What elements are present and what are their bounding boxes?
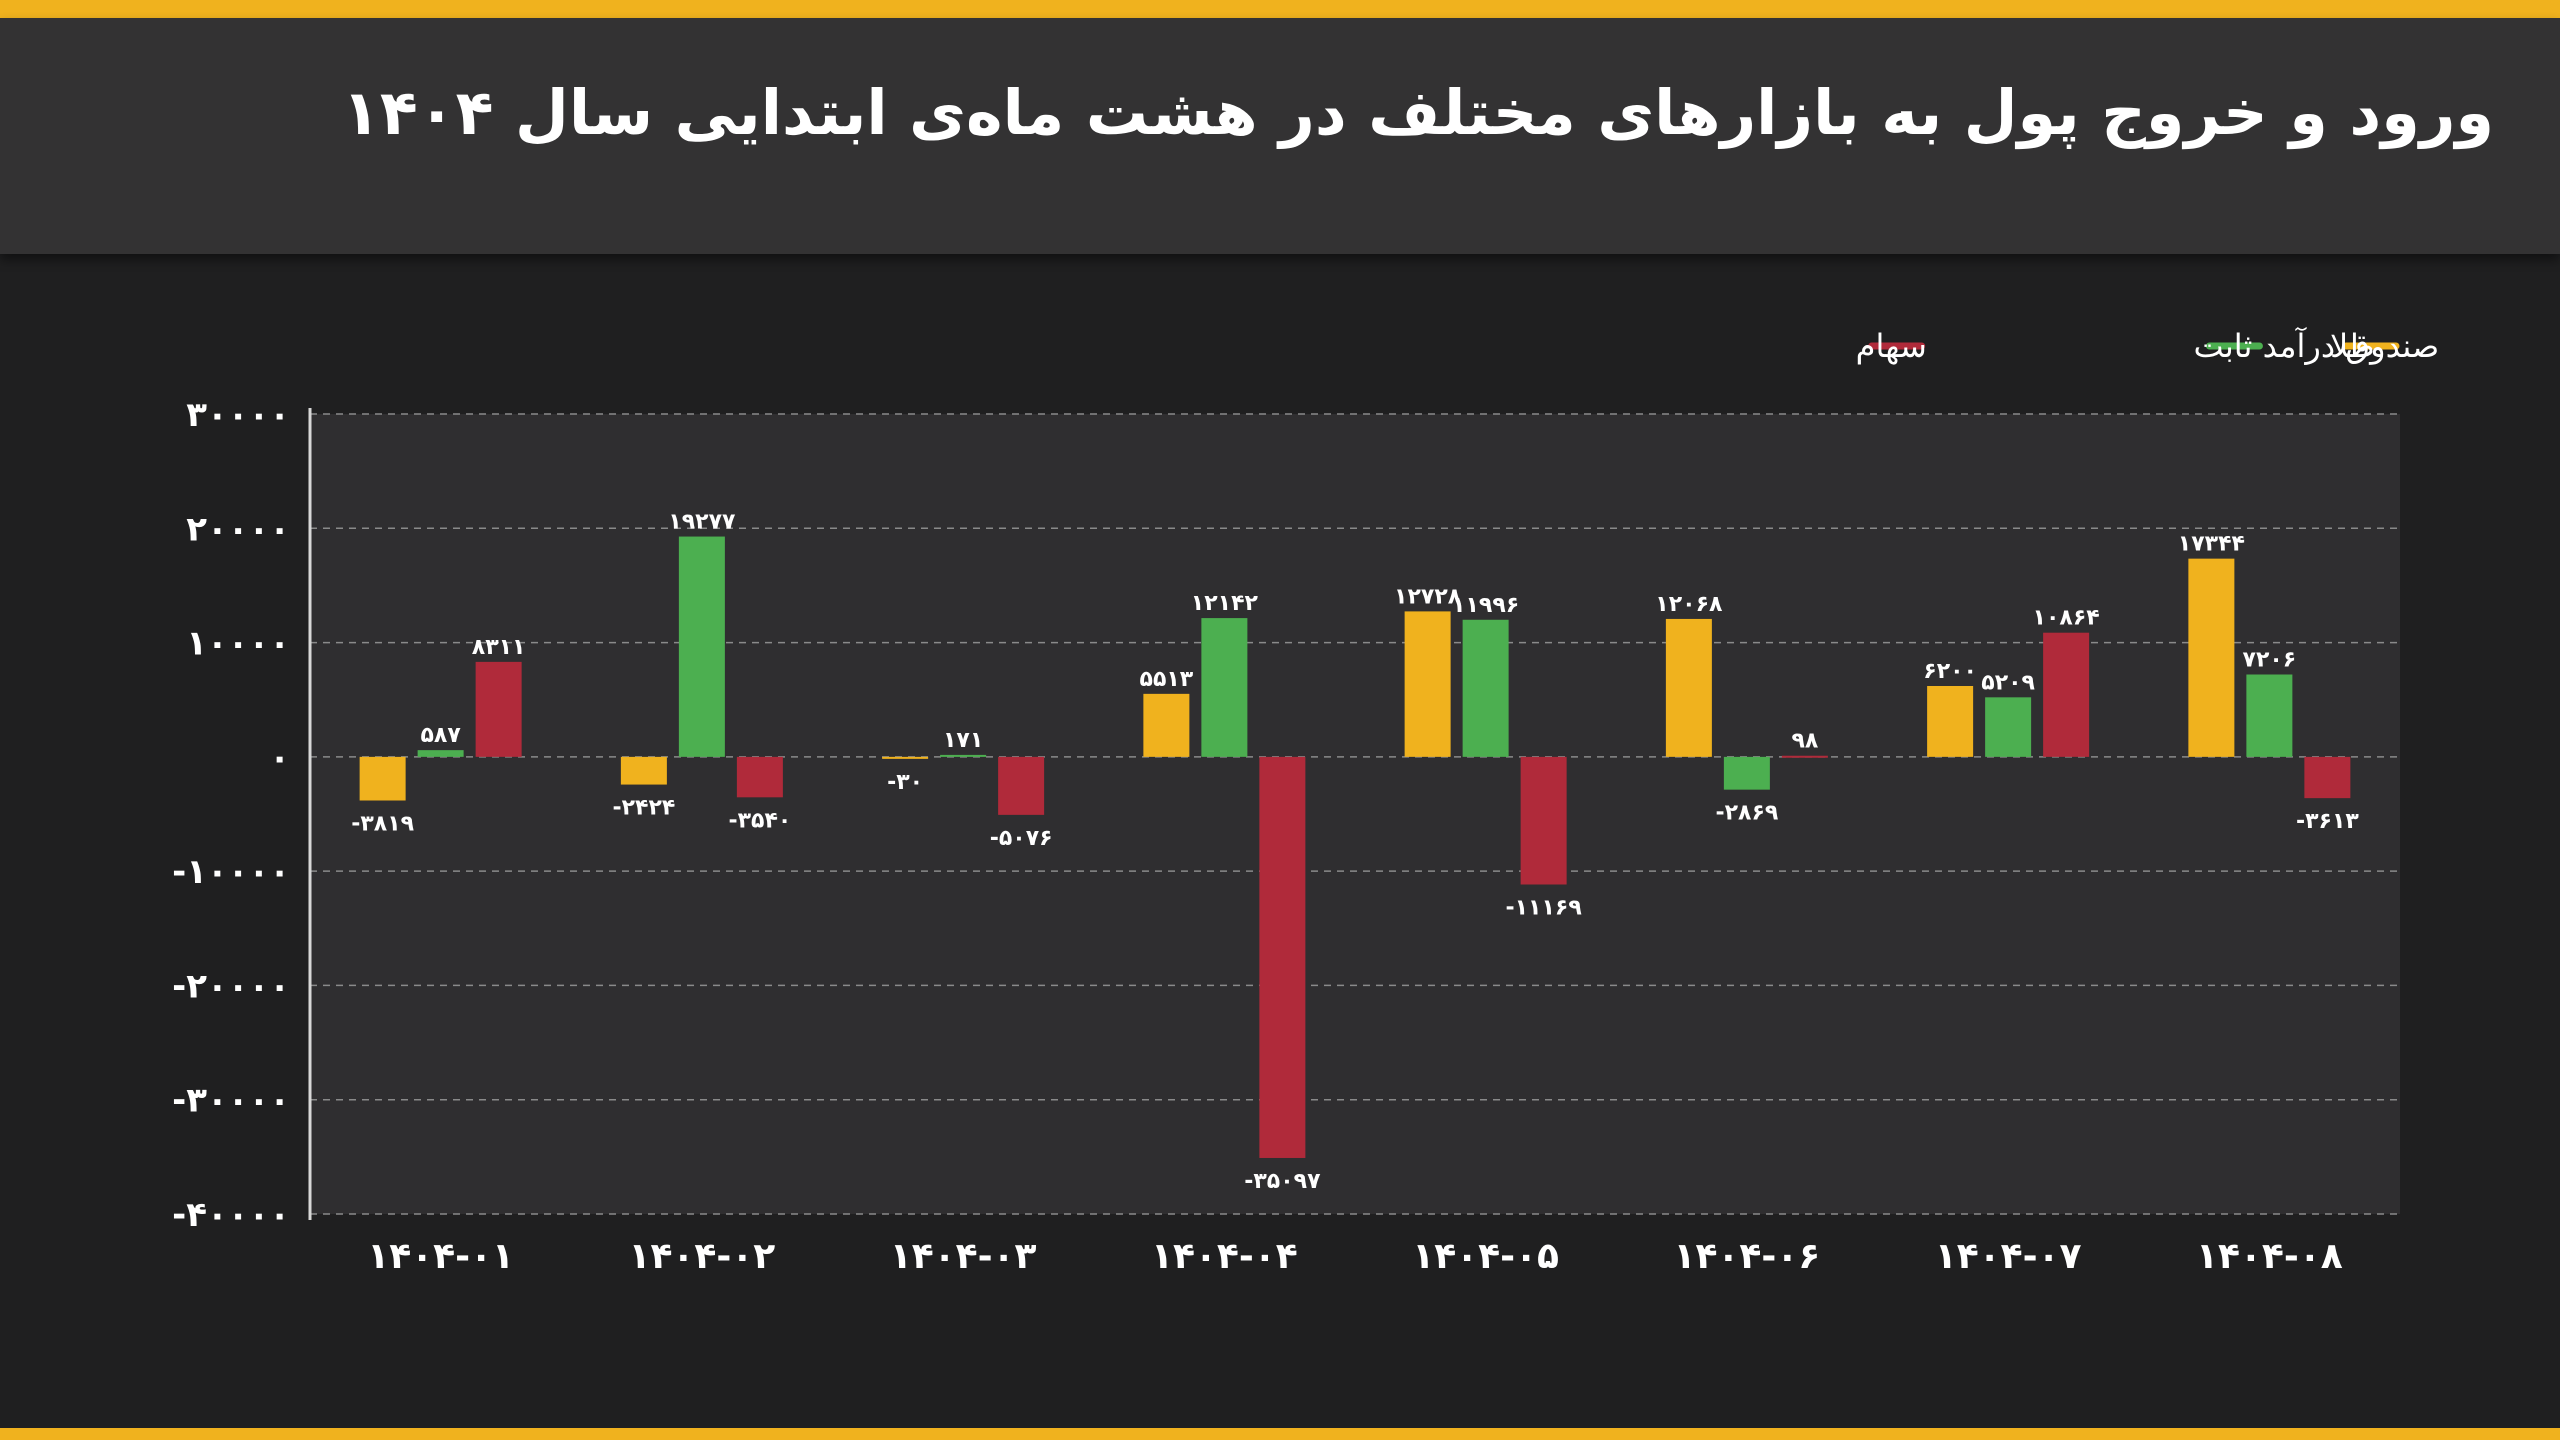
bar-gold [1143,693,1190,757]
data-label: ۱۲۱۴۲ [1191,591,1259,616]
header-bar: ورود و خروج پول به بازارهای مختلف در هشت… [0,18,2560,254]
data-label: ۶۲۰۰ [1923,659,1977,684]
bar-gold [2188,558,2235,757]
bar-stocks [1259,756,1306,1158]
data-label: -۳۵۴۰ [728,808,791,833]
x-tick-label: ۱۴۰۴-۰۲ [628,1236,775,1277]
y-tick-label: -۴۰۰۰۰ [172,1195,290,1235]
top-accent-stripe [0,0,2560,18]
bottom-accent-stripe [0,1428,2560,1440]
bar-fixed_income [1462,619,1509,757]
x-tick-label: ۱۴۰۴-۰۵ [1412,1236,1559,1277]
bar-gold [1404,611,1451,757]
data-label: ۹۸ [1791,729,1818,754]
bar-chart: ۳۰۰۰۰ ۲۰۰۰۰ ۱۰۰۰۰ ۰ -۱۰۰۰۰ -۲۰۰۰۰ -۳۰۰۰۰ -۴۰۰۰۰… [172,326,2439,1277]
data-label: ۵۸۷ [420,723,461,748]
data-label: -۲۴۲۴ [612,796,675,821]
bar-stocks [2304,756,2351,799]
y-tick-label: -۳۰۰۰۰ [172,1081,290,1121]
x-tick-label: ۱۴۰۴-۰۱ [367,1236,514,1277]
data-label: ۱۲۷۲۸ [1394,584,1462,609]
bar-gold [1927,686,1974,757]
data-label: -۳۵۰۹۷ [1244,1169,1321,1194]
bar-fixed_income [417,750,464,757]
data-label: ۸۳۱۱ [472,635,526,660]
data-label: ۱۱۹۹۶ [1452,593,1519,618]
y-tick-label: -۲۰۰۰۰ [172,966,290,1006]
y-tick-label: ۰ [269,738,290,778]
data-label: ۷۲۰۶ [2243,648,2297,673]
x-tick-label: ۱۴۰۴-۰۷ [1935,1236,2082,1277]
y-tick-label: ۱۰۰۰۰ [186,624,290,664]
legend-label: سهام [1856,327,1927,365]
x-tick-label: ۱۴۰۴-۰۸ [2196,1236,2343,1277]
data-label: ۱۲۰۶۸ [1655,592,1723,617]
x-tick-label: ۱۴۰۴-۰۳ [890,1236,1037,1277]
y-tick-label: -۱۰۰۰۰ [172,852,290,892]
bar-stocks [1781,755,1828,758]
bar-stocks [2043,632,2090,757]
chart-area: ۳۰۰۰۰ ۲۰۰۰۰ ۱۰۰۰۰ ۰ -۱۰۰۰۰ -۲۰۰۰۰ -۳۰۰۰۰ -۴۰۰۰۰… [0,254,2560,1428]
bar-fixed_income [2246,674,2293,757]
bar-stocks [998,756,1045,815]
legend-label: صندوق درآمد ثابت [2193,326,2439,365]
data-label: ۱۷۳۴۴ [2178,532,2245,557]
bar-fixed_income [940,754,987,757]
bar-gold [620,756,667,785]
y-tick-label: ۳۰۰۰۰ [186,395,290,435]
bar-gold [359,756,406,801]
data-label: -۲۸۶۹ [1715,801,1778,826]
data-label: ۱۰۸۶۴ [2033,606,2100,631]
bar-fixed_income [678,536,725,757]
bar-fixed_income [1723,756,1770,790]
bar-stocks [1520,756,1567,885]
data-label: ۵۵۱۳ [1140,667,1194,692]
bar-fixed_income [1985,697,2032,757]
data-label: ۵۲۰۹ [1981,670,2035,695]
bar-fixed_income [1201,618,1248,757]
y-tick-label: ۲۰۰۰۰ [186,509,290,549]
bar-gold [1665,618,1712,757]
data-label: -۵۰۷۶ [990,826,1053,851]
data-label: -۳۰ [887,770,923,795]
chart-title: ورود و خروج پول به بازارهای مختلف در هشت… [342,76,2494,149]
data-label: -۳۸۱۹ [351,812,414,837]
bar-gold [882,756,929,759]
x-tick-label: ۱۴۰۴-۰۶ [1673,1236,1820,1277]
data-label: -۳۶۱۳ [2296,809,2359,834]
bar-stocks [736,756,783,798]
legend-label: طلا [2330,327,2375,365]
data-label: -۱۱۱۶۹ [1505,896,1581,921]
bar-stocks [475,661,522,757]
data-label: ۱۷۱ [943,728,983,753]
data-label: ۱۹۲۷۷ [668,510,736,535]
plot-background [310,414,2400,1214]
x-tick-label: ۱۴۰۴-۰۴ [1151,1236,1298,1277]
